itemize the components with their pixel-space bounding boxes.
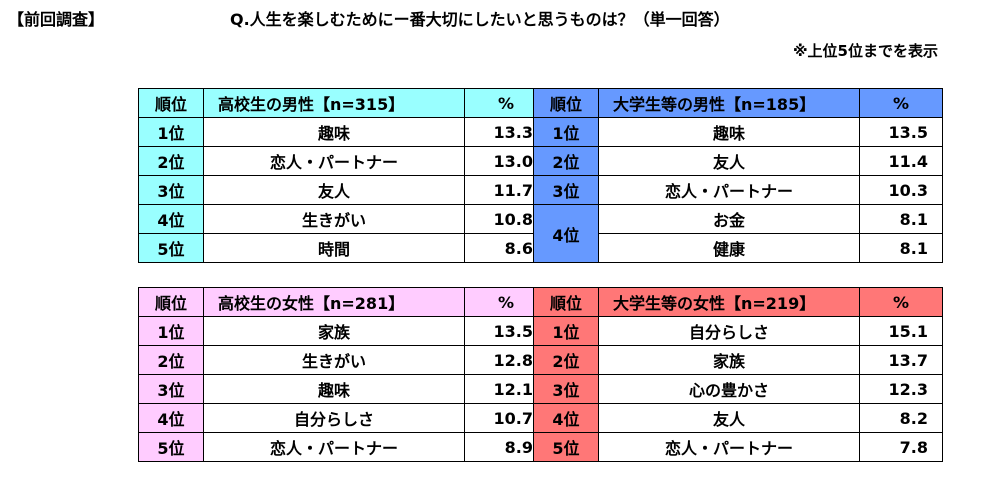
table-row: 1位 自分らしさ 15.1 [533,316,943,346]
table-highschool-male: 順位 高校生の男性【n=315】% 1位 趣味 13.3 2位 恋人・パートナー 13.0 3位… [138,88,548,263]
item-cell: お金 [598,204,860,234]
table-row: 3位 心の豊かさ 12.3 [533,374,943,404]
table-row: 5位 恋人・パートナー 7.8 [533,432,943,462]
table-row: 2位 友人 11.4 [533,146,943,176]
table-title: 高校生の女性【n=281】 [203,287,465,317]
item-cell: 心の豊かさ [598,374,860,404]
percent-cell: 13.7 [859,345,943,375]
table-header-row: 順位 大学生等の男性【n=185】% [533,88,943,118]
table-header-row: 順位 高校生の女性【n=281】% [138,287,548,317]
item-cell: 生きがい [203,345,465,375]
rank-cell: 5位 [138,432,204,462]
display-note: ※上位5位までを表示 [792,42,938,60]
item-cell: 健康 [598,233,860,263]
percent-cell: 11.4 [859,146,943,176]
table-row: 4位 友人 8.2 [533,403,943,433]
table-row: 2位 生きがい 12.8 [138,345,548,375]
item-cell: 恋人・パートナー [598,432,860,462]
rank-cell: 3位 [138,374,204,404]
rank-cell: 2位 [533,345,599,375]
table-row: 4位 生きがい 10.8 [138,204,548,234]
percent-cell: 12.3 [859,374,943,404]
percent-header: % [859,88,943,118]
percent-cell: 10.3 [859,175,943,205]
item-cell: 恋人・パートナー [203,146,465,176]
item-cell: 自分らしさ [203,403,465,433]
rank-cell: 1位 [533,117,599,147]
rank-header: 順位 [533,88,599,118]
rank-cell: 4位 [138,204,204,234]
item-cell: 生きがい [203,204,465,234]
item-cell: 恋人・パートナー [598,175,860,205]
table-row: 3位 恋人・パートナー 10.3 [533,175,943,205]
table-title: 大学生等の女性【n=219】 [598,287,860,317]
item-cell: 趣味 [598,117,860,147]
item-cell: 家族 [203,316,465,346]
percent-cell: 8.1 [859,233,943,263]
rank-cell: 3位 [138,175,204,205]
question-title: Q.人生を楽しむためにー番大切にしたいと思うものは？（単一回答） [230,10,730,29]
rank-header: 順位 [533,287,599,317]
survey-label: 【前回調査】 [8,10,105,29]
item-cell: 趣味 [203,117,465,147]
item-cell: 友人 [598,403,860,433]
item-cell: 家族 [598,345,860,375]
table-row: 3位 友人 11.7 [138,175,548,205]
rank-cell: 5位 [533,432,599,462]
rank-cell: 4位 [138,403,204,433]
table-row: 1位 趣味 13.5 [533,117,943,147]
table-row: 2位 恋人・パートナー 13.0 [138,146,548,176]
rank-cell: 2位 [138,146,204,176]
item-cell: 恋人・パートナー [203,432,465,462]
rank-cell: 1位 [138,316,204,346]
table-highschool-female: 順位 高校生の女性【n=281】% 1位 家族 13.5 2位 生きがい 12.8 3位 趣味 12… [138,287,548,462]
percent-cell: 13.5 [859,117,943,147]
percent-cell: 7.8 [859,432,943,462]
rank-header: 順位 [138,88,204,118]
percent-cell: 8.2 [859,403,943,433]
item-cell: 趣味 [203,374,465,404]
rank-cell: 3位 [533,374,599,404]
table-title: 大学生等の男性【n=185】 [598,88,860,118]
percent-header: % [859,287,943,317]
rank-cell: 1位 [138,117,204,147]
rank-cell: 5位 [138,233,204,263]
table-row: 3位 趣味 12.1 [138,374,548,404]
table-row: 1位 家族 13.5 [138,316,548,346]
rank-cell: 4位 [533,204,599,263]
item-cell: 自分らしさ [598,316,860,346]
rank-cell: 4位 [533,403,599,433]
percent-cell: 15.1 [859,316,943,346]
table-row: 5位 時間 8.6 [138,233,548,263]
table-university-male: 順位 大学生等の男性【n=185】% 1位 趣味 13.5 2位 友人 11.4 3位 恋人・パー… [533,88,943,263]
rank-cell: 1位 [533,316,599,346]
rank-cell: 2位 [533,146,599,176]
table-header-row: 順位 大学生等の女性【n=219】% [533,287,943,317]
table-row: 4位 自分らしさ 10.7 [138,403,548,433]
table-title: 高校生の男性【n=315】 [203,88,465,118]
item-cell: 友人 [203,175,465,205]
rank-cell: 3位 [533,175,599,205]
table-row: 1位 趣味 13.3 [138,117,548,147]
table-row: 健康 8.1 [534,233,943,263]
rank-header: 順位 [138,287,204,317]
table-header-row: 順位 高校生の男性【n=315】% [138,88,548,118]
rank-cell: 2位 [138,345,204,375]
table-row: 2位 家族 13.7 [533,345,943,375]
item-cell: 友人 [598,146,860,176]
item-cell: 時間 [203,233,465,263]
percent-cell: 8.1 [859,204,943,234]
table-row: 5位 恋人・パートナー 8.9 [138,432,548,462]
table-university-female: 順位 大学生等の女性【n=219】% 1位 自分らしさ 15.1 2位 家族 13.7 3位 心の… [533,287,943,462]
table-row: 4位 お金 8.1 [533,204,943,263]
